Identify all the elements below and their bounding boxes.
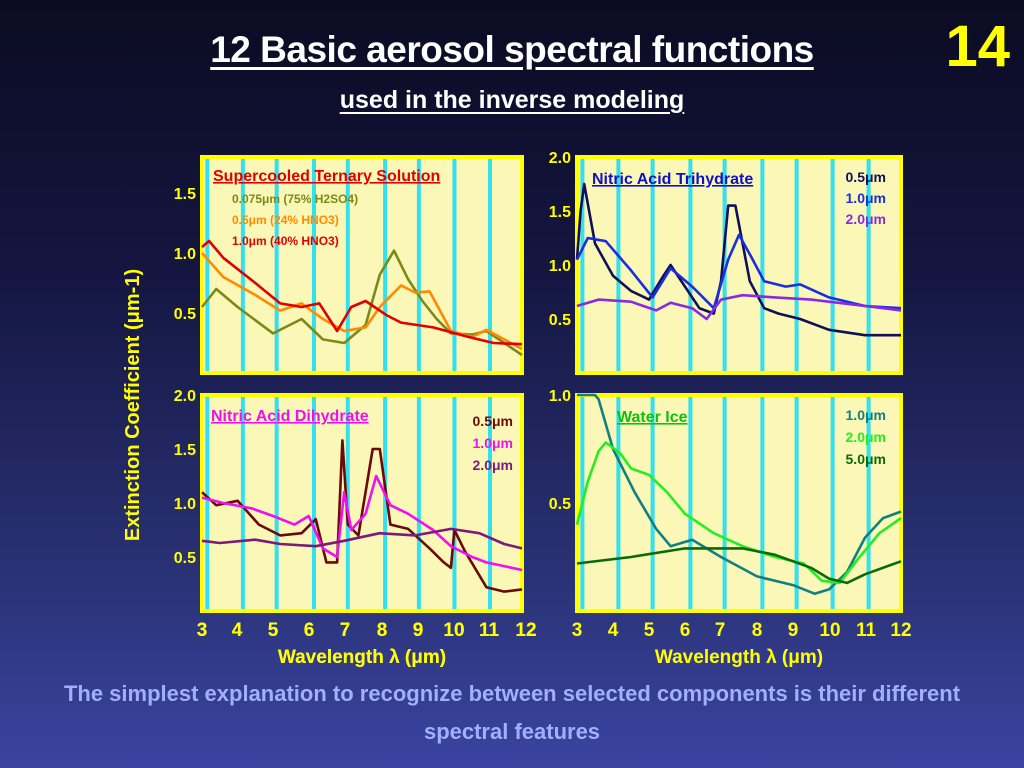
y-tick-label: 1.5 [174, 186, 196, 203]
series-line [201, 527, 523, 550]
legend-entry: 2.0μm [473, 457, 513, 473]
x-tick-label: 4 [232, 620, 243, 641]
legend-entry: 2.0μm [846, 211, 886, 227]
y-tick-label: 1.5 [174, 442, 196, 459]
y-tick-label: 1.0 [549, 388, 571, 405]
x-tick-label: 5 [268, 620, 279, 641]
x-tick-label: 9 [413, 620, 424, 641]
series-line [575, 233, 902, 310]
x-tick-label: 8 [752, 620, 763, 641]
slide-title-text: 12 Basic aerosol spectral functions [210, 29, 814, 70]
slide-subtitle: used in the inverse modeling [0, 86, 1024, 115]
legend-entry: 0.075μm (75% H2SO4) [232, 192, 358, 206]
x-tick-label: 6 [680, 620, 691, 641]
x-axis-label: Wavelength λ (μm) [655, 647, 823, 668]
chart-panel-1: Supercooled Ternary Solution 0.075μm (75%… [122, 155, 537, 668]
x-tick-label: 12 [890, 620, 911, 641]
legend-entry: 0.5μm [473, 413, 513, 429]
plot-area [575, 393, 903, 613]
plot-area [200, 155, 524, 375]
y-tick-label: 0.5 [549, 312, 571, 329]
chart-title: Water Ice [617, 409, 688, 426]
x-tick-label: 10 [443, 620, 464, 641]
x-tick-label: 10 [819, 620, 840, 641]
x-tick-label: 9 [413, 620, 424, 641]
x-tick-label: 7 [340, 620, 351, 641]
x-tick-label: 6 [304, 620, 315, 641]
y-tick-label: 1.0 [174, 246, 196, 263]
x-tick-label: 10 [443, 620, 464, 641]
slide-subtitle-text: used in the inverse modeling [339, 86, 685, 114]
x-tick-label: 5 [268, 620, 279, 641]
slide-number: 14 [945, 14, 1010, 79]
legend-entry: 2.0μm [846, 429, 886, 445]
y-tick-label: 1.5 [549, 204, 571, 221]
plot-area [200, 393, 524, 613]
x-tick-label: 11 [856, 620, 877, 641]
slide-title: 12 Basic aerosol spectral functions [0, 29, 1024, 71]
x-tick-label: 11 [479, 620, 500, 641]
x-tick-label: 8 [377, 620, 388, 641]
series-line [576, 547, 902, 585]
chart-panel-2: Nitric Acid Trihydrate 0.5μm 1.0μm 2.0μm 0.5… [549, 150, 903, 375]
chart-panel-3: Nitric Acid Dihydrate 0.5μm 1.0μm 2.0μm 0.5 1… [174, 388, 537, 668]
y-tick-label: 1.0 [174, 496, 196, 513]
legend-entry: 1.0μm [846, 190, 886, 206]
x-tick-label: 12 [515, 620, 536, 641]
x-tick-label: 4 [232, 620, 243, 641]
series-line [575, 182, 901, 337]
x-axis-label: Wavelength λ (μm) [278, 647, 446, 668]
y-tick-label: 2.0 [174, 388, 196, 405]
x-tick-label: 3 [572, 620, 583, 641]
x-tick-label: 3 [197, 620, 208, 641]
legend-entry: 5.0μm [846, 451, 886, 467]
x-tick-label: 4 [608, 620, 619, 641]
x-tick-label: 7 [715, 620, 726, 641]
series-line [575, 441, 902, 585]
plot-area [575, 155, 903, 375]
x-tick-label: 12 [515, 620, 536, 641]
x-tick-label: 8 [377, 620, 388, 641]
series-line [201, 239, 523, 346]
x-tick-label: 11 [479, 620, 500, 641]
chart-title: Nitric Acid Dihydrate [211, 408, 369, 425]
y-tick-label: 0.5 [174, 550, 196, 567]
series-line [201, 439, 523, 593]
x-tick-label: 6 [304, 620, 315, 641]
slide-caption: The simplest explanation to recognize be… [63, 681, 961, 744]
legend-entry: 1.0μm (40% HNO3) [232, 234, 339, 248]
chart-title: Supercooled Ternary Solution [213, 168, 440, 185]
y-tick-label: 0.5 [174, 306, 196, 323]
y-tick-label: 2.0 [549, 150, 571, 167]
x-tick-label: 7 [340, 620, 351, 641]
x-axis-label: Wavelength λ (μm) [278, 647, 446, 668]
y-axis-label: Extinction Coefficient (μm-1) [122, 269, 144, 541]
chart-panel-4: Water Ice 1.0μm 2.0μm 5.0μm 0.5 1.0 3 4 5 6 7 8 9 10 1… [549, 388, 912, 668]
x-tick-label: 9 [788, 620, 799, 641]
x-tick-label: 3 [197, 620, 208, 641]
legend-entry: 0.5μm (24% HNO3) [232, 213, 339, 227]
legend-entry: 0.5μm [846, 169, 886, 185]
y-tick-label: 0.5 [549, 496, 571, 513]
chart-title: Nitric Acid Trihydrate [592, 171, 753, 188]
y-tick-label: 1.0 [549, 258, 571, 275]
series-line [201, 474, 523, 572]
legend-entry: 1.0μm [473, 435, 513, 451]
series-line [577, 393, 902, 595]
series-line [576, 293, 902, 321]
legend-entry: 1.0μm [846, 407, 886, 423]
x-tick-label: 5 [644, 620, 655, 641]
